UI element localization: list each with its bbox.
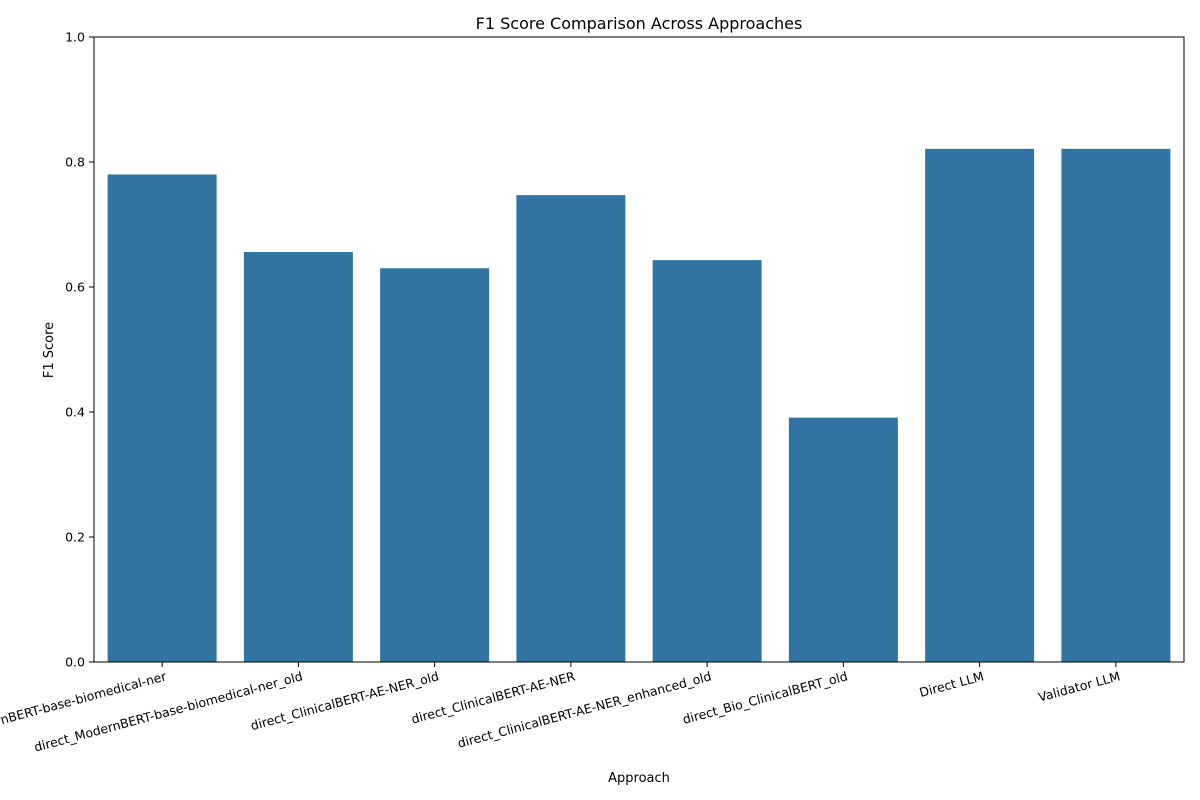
x-tick-label: direct_ClinicalBERT-AE-NER_enhanced_old bbox=[456, 668, 713, 750]
x-tick-label: Validator LLM bbox=[1036, 668, 1121, 704]
bar-5 bbox=[789, 418, 898, 662]
y-tick-label: 1.0 bbox=[65, 30, 85, 45]
y-tick-label: 0.0 bbox=[65, 655, 85, 670]
bar-7 bbox=[1061, 149, 1170, 662]
y-tick-label: 0.6 bbox=[65, 280, 85, 295]
x-axis-label: Approach bbox=[608, 771, 670, 786]
y-tick-label: 0.4 bbox=[65, 405, 85, 420]
x-tick-label: Direct LLM bbox=[918, 668, 986, 700]
bars-group bbox=[108, 149, 1171, 662]
y-tick-label: 0.2 bbox=[65, 530, 85, 545]
bar-1 bbox=[244, 252, 353, 662]
y-tick-label: 0.8 bbox=[65, 155, 85, 170]
bar-3 bbox=[516, 195, 625, 662]
y-axis-label: F1 Score bbox=[42, 322, 57, 378]
bar-6 bbox=[925, 149, 1034, 662]
bar-4 bbox=[653, 260, 762, 662]
chart-title: F1 Score Comparison Across Approaches bbox=[476, 14, 803, 33]
x-axis: direct_ModernBERT-base-biomedical-nerdir… bbox=[0, 662, 1122, 755]
bar-0 bbox=[108, 175, 217, 663]
y-axis: 0.0 0.2 0.4 0.6 0.8 1.0 bbox=[65, 30, 94, 670]
bar-2 bbox=[380, 268, 489, 662]
x-tick-label: direct_ModernBERT-base-biomedical-ner_ol… bbox=[32, 668, 304, 754]
